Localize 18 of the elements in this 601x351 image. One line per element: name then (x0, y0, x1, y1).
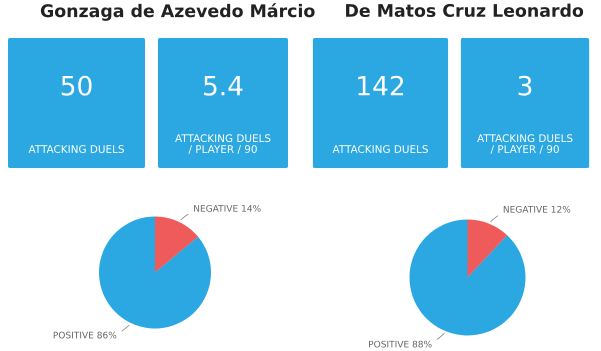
pie-slice (155, 216, 198, 272)
text: ATTACKING DUELS / PLAYER / 90 (175, 134, 270, 154)
text: ATTACKING DUELS / PLAYER / 90 (477, 134, 572, 154)
slice-label: NEGATIVE 14% (194, 204, 261, 212)
slice-label: POSITIVE 88% (369, 340, 432, 348)
text: 3 (518, 76, 532, 96)
pie-slice (468, 220, 508, 278)
text: 142 (358, 76, 404, 96)
pie-slice (410, 220, 526, 336)
text: ATTACKING DUELS (28, 145, 124, 153)
text: ATTACKING DUELS (332, 145, 428, 153)
text: De Matos Cruz Leonardo (346, 4, 584, 18)
pie-slice (99, 216, 211, 328)
slice-label: POSITIVE 86% (54, 332, 116, 338)
text: 50 (62, 76, 92, 96)
slice-label: NEGATIVE 12% (504, 206, 570, 213)
text: 5.4 (204, 76, 243, 96)
text: Gonzaga de Azevedo Márcio (40, 3, 315, 21)
